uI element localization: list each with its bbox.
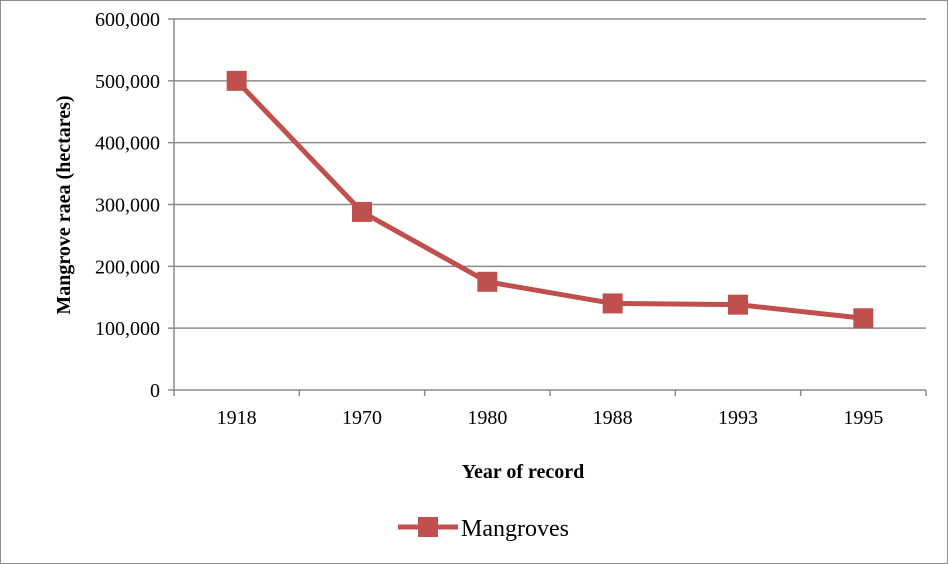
y-tick-label: 400,000	[95, 133, 160, 155]
legend-label: Mangroves	[461, 516, 569, 542]
x-tick-label: 1918	[217, 407, 257, 429]
x-axis-title: Year of record	[462, 461, 585, 483]
x-tick-labels: 1918 1970 1980 1988 1993 1995	[217, 407, 884, 429]
x-tick-label: 1970	[342, 407, 382, 429]
x-tick-label: 1980	[467, 407, 507, 429]
y-tick-label: 200,000	[95, 256, 160, 278]
legend-marker	[418, 517, 438, 537]
data-point-marker	[728, 294, 748, 315]
x-tick-label: 1988	[593, 407, 633, 429]
data-point-marker	[352, 201, 372, 222]
y-tick-label: 600,000	[95, 9, 160, 31]
x-tick-label: 1993	[718, 407, 758, 429]
y-tick-label: 0	[150, 380, 160, 402]
legend: Mangroves	[398, 516, 569, 542]
gridlines	[174, 18, 926, 329]
x-tick-label: 1995	[843, 407, 883, 429]
y-tick-label: 500,000	[95, 71, 160, 93]
series-line	[234, 79, 864, 321]
y-tick-label: 100,000	[95, 318, 160, 340]
axes	[168, 18, 927, 396]
series-layer	[226, 70, 874, 329]
y-axis-title: Mangrove raea (hectares)	[53, 95, 75, 314]
y-tick-label: 300,000	[95, 195, 160, 217]
data-point-marker	[602, 293, 623, 314]
data-point-marker	[853, 308, 874, 329]
data-point-marker	[477, 271, 498, 292]
data-point-marker	[226, 70, 247, 91]
y-tick-labels: 0 100,000 200,000 300,000 400,000 500,000 600,…	[95, 9, 160, 402]
